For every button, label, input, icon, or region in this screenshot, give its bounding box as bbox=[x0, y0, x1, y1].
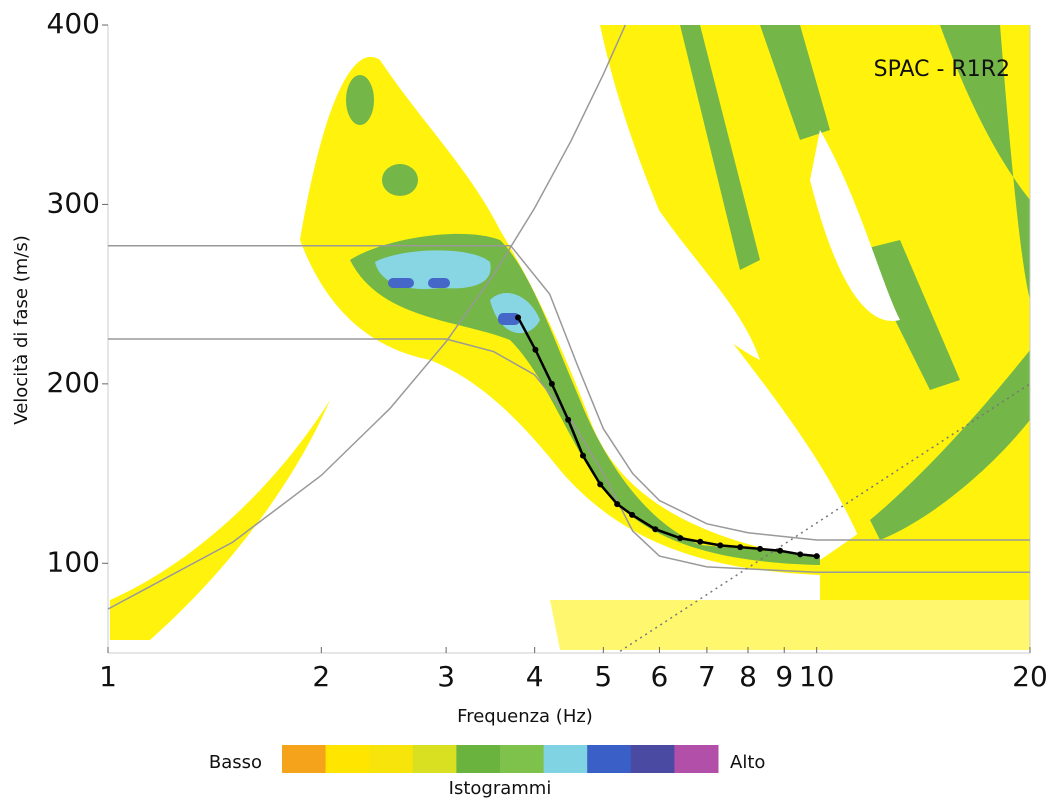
x-tick-label: 4 bbox=[526, 660, 544, 693]
histogram-heatmap bbox=[110, 25, 1030, 650]
heat-region bbox=[860, 240, 960, 390]
heat-region bbox=[440, 70, 500, 200]
colorbar-swatch bbox=[282, 745, 327, 773]
colorbar-swatch bbox=[587, 745, 632, 773]
heat-region bbox=[382, 164, 418, 196]
heat-region bbox=[350, 233, 820, 565]
y-tick-label: 400 bbox=[47, 7, 100, 40]
x-tick-label: 7 bbox=[698, 660, 716, 693]
heat-peak bbox=[498, 313, 520, 325]
heat-region bbox=[346, 75, 374, 125]
series-line bbox=[107, 24, 626, 610]
point bbox=[677, 535, 684, 542]
point bbox=[532, 346, 539, 353]
heat-region bbox=[810, 130, 900, 321]
series-line bbox=[108, 244, 1030, 541]
heat-region bbox=[940, 25, 1030, 300]
x-tick-label: 3 bbox=[437, 660, 455, 693]
x-tick-label: 20 bbox=[1012, 660, 1048, 693]
x-tick-label: 9 bbox=[775, 660, 793, 693]
point bbox=[565, 416, 572, 423]
point bbox=[757, 545, 764, 552]
annotation: SPAC - R1R2 bbox=[874, 57, 1010, 82]
colorbar-swatch bbox=[543, 745, 588, 773]
y-tick-label: 300 bbox=[47, 186, 100, 219]
point bbox=[697, 538, 704, 545]
x-tick-label: 8 bbox=[739, 660, 757, 693]
point bbox=[548, 380, 555, 387]
colorbar-swatch bbox=[369, 745, 414, 773]
colorbar-swatch bbox=[674, 745, 719, 773]
colorbar-low-label: Basso bbox=[209, 752, 262, 773]
colorbar-swatch bbox=[325, 745, 370, 773]
point bbox=[652, 526, 659, 533]
heat-region bbox=[870, 350, 1030, 540]
point bbox=[614, 501, 621, 508]
heat-region bbox=[760, 25, 830, 140]
heat-region bbox=[110, 400, 330, 640]
heat-region bbox=[600, 25, 1030, 560]
point bbox=[737, 544, 744, 551]
y-axis-label: Velocità di fase (m/s) bbox=[11, 235, 32, 424]
point bbox=[579, 452, 586, 459]
point bbox=[629, 511, 636, 518]
x-tick-label: 6 bbox=[651, 660, 669, 693]
colorbar-swatch bbox=[412, 745, 457, 773]
x-axis-label: Frequenza (Hz) bbox=[457, 706, 593, 727]
point bbox=[597, 481, 604, 488]
y-tick-label: 200 bbox=[47, 366, 100, 399]
series-line bbox=[108, 338, 1030, 574]
heat-region bbox=[640, 180, 760, 360]
heat-peak bbox=[428, 278, 450, 288]
point bbox=[797, 551, 804, 558]
x-tick-label: 1 bbox=[99, 660, 117, 693]
point bbox=[777, 547, 784, 554]
point bbox=[717, 542, 724, 549]
heat-region bbox=[680, 25, 760, 270]
x-tick-label: 10 bbox=[799, 660, 835, 693]
x-tick-label: 2 bbox=[312, 660, 330, 693]
colorbar-swatch bbox=[630, 745, 675, 773]
heat-peak bbox=[388, 278, 414, 288]
colorbar-high-label: Alto bbox=[730, 752, 765, 773]
point bbox=[813, 553, 820, 560]
heat-region bbox=[300, 56, 820, 575]
heat-region bbox=[550, 600, 1030, 650]
colorbar-swatch bbox=[500, 745, 545, 773]
colorbar-title: Istogrammi bbox=[449, 778, 552, 799]
y-tick-label: 100 bbox=[47, 545, 100, 578]
x-tick-label: 5 bbox=[594, 660, 612, 693]
colorbar-swatch bbox=[456, 745, 501, 773]
point bbox=[515, 314, 522, 321]
